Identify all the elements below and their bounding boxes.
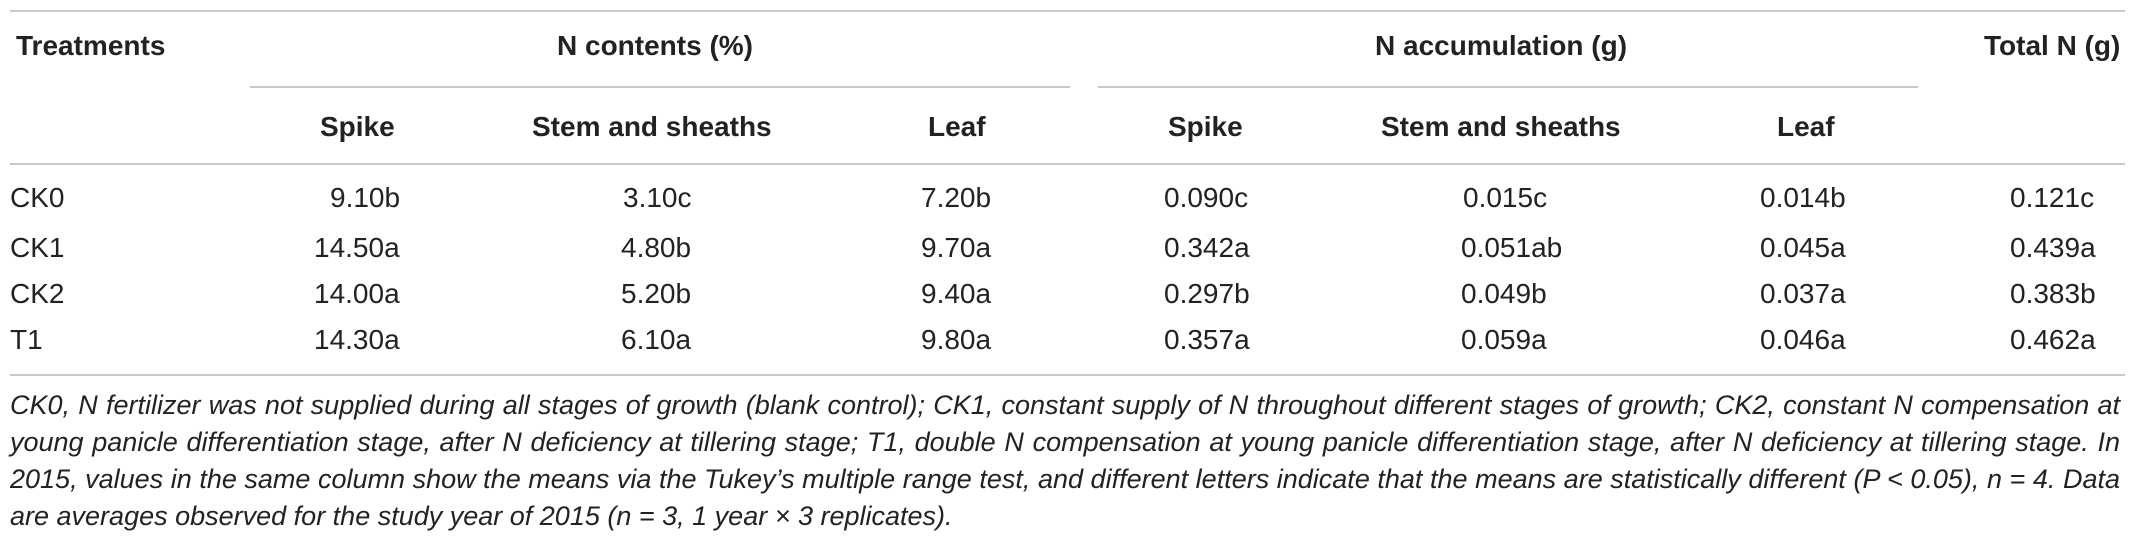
- table-bottom-rule: [10, 374, 2125, 376]
- cell-leaf-content: 9.80a: [921, 324, 992, 355]
- cell-spike-content: 9.10b: [330, 182, 401, 213]
- cell-spike-accumulation: 0.357a: [1164, 324, 1250, 355]
- n-accumulation-group-rule: [1098, 86, 1918, 88]
- cell-stem-content: 5.20b: [621, 278, 692, 309]
- cell-total-n: 0.383b: [2010, 278, 2096, 309]
- cell-spike-content: 14.30a: [314, 324, 400, 355]
- top-rule: [10, 10, 2125, 12]
- header-n-contents: N contents (%): [557, 30, 753, 61]
- cell-leaf-accumulation: 0.014b: [1760, 182, 1846, 213]
- subheader-spike: Spike: [320, 111, 395, 142]
- cell-leaf-content: 7.20b: [921, 182, 992, 213]
- header-bottom-rule: [10, 163, 2125, 165]
- cell-total-n: 0.462a: [2010, 324, 2096, 355]
- header-n-accumulation: N accumulation (g): [1375, 30, 1628, 61]
- subheader-stem-and-sheaths-accumulation: Stem and sheaths: [1381, 111, 1621, 142]
- row-label: CK1: [10, 232, 65, 263]
- cell-leaf-accumulation: 0.046a: [1760, 324, 1846, 355]
- cell-spike-accumulation: 0.297b: [1164, 278, 1250, 309]
- row-label: CK0: [10, 182, 65, 213]
- subheader-stem-and-sheaths: Stem and sheaths: [532, 111, 772, 142]
- cell-stem-content: 6.10a: [621, 324, 692, 355]
- cell-total-n: 0.121c: [2010, 182, 2095, 213]
- cell-leaf-accumulation: 0.045a: [1760, 232, 1846, 263]
- subheader-leaf: Leaf: [928, 111, 986, 142]
- cell-stem-accumulation: 0.051ab: [1461, 232, 1563, 263]
- cell-spike-accumulation: 0.342a: [1164, 232, 1250, 263]
- header-treatments: Treatments: [16, 30, 166, 61]
- row-label: CK2: [10, 278, 65, 309]
- cell-spike-content: 14.00a: [314, 278, 400, 309]
- cell-stem-accumulation: 0.059a: [1461, 324, 1547, 355]
- cell-stem-content: 3.10c: [623, 182, 692, 213]
- subheader-spike-accumulation: Spike: [1168, 111, 1243, 142]
- table-footnote: CK0, N fertilizer was not supplied durin…: [10, 390, 2120, 531]
- cell-stem-content: 4.80b: [621, 232, 692, 263]
- cell-spike-content: 14.50a: [314, 232, 400, 263]
- n-contents-group-rule: [250, 86, 1070, 88]
- cell-leaf-accumulation: 0.037a: [1760, 278, 1846, 309]
- subheader-leaf-accumulation: Leaf: [1777, 111, 1835, 142]
- cell-total-n: 0.439a: [2010, 232, 2096, 263]
- cell-leaf-content: 9.40a: [921, 278, 992, 309]
- cell-spike-accumulation: 0.090c: [1164, 182, 1249, 213]
- row-label: T1: [10, 324, 43, 355]
- cell-leaf-content: 9.70a: [921, 232, 992, 263]
- header-total-n: Total N (g): [1984, 30, 2121, 61]
- cell-stem-accumulation: 0.015c: [1463, 182, 1548, 213]
- cell-stem-accumulation: 0.049b: [1461, 278, 1547, 309]
